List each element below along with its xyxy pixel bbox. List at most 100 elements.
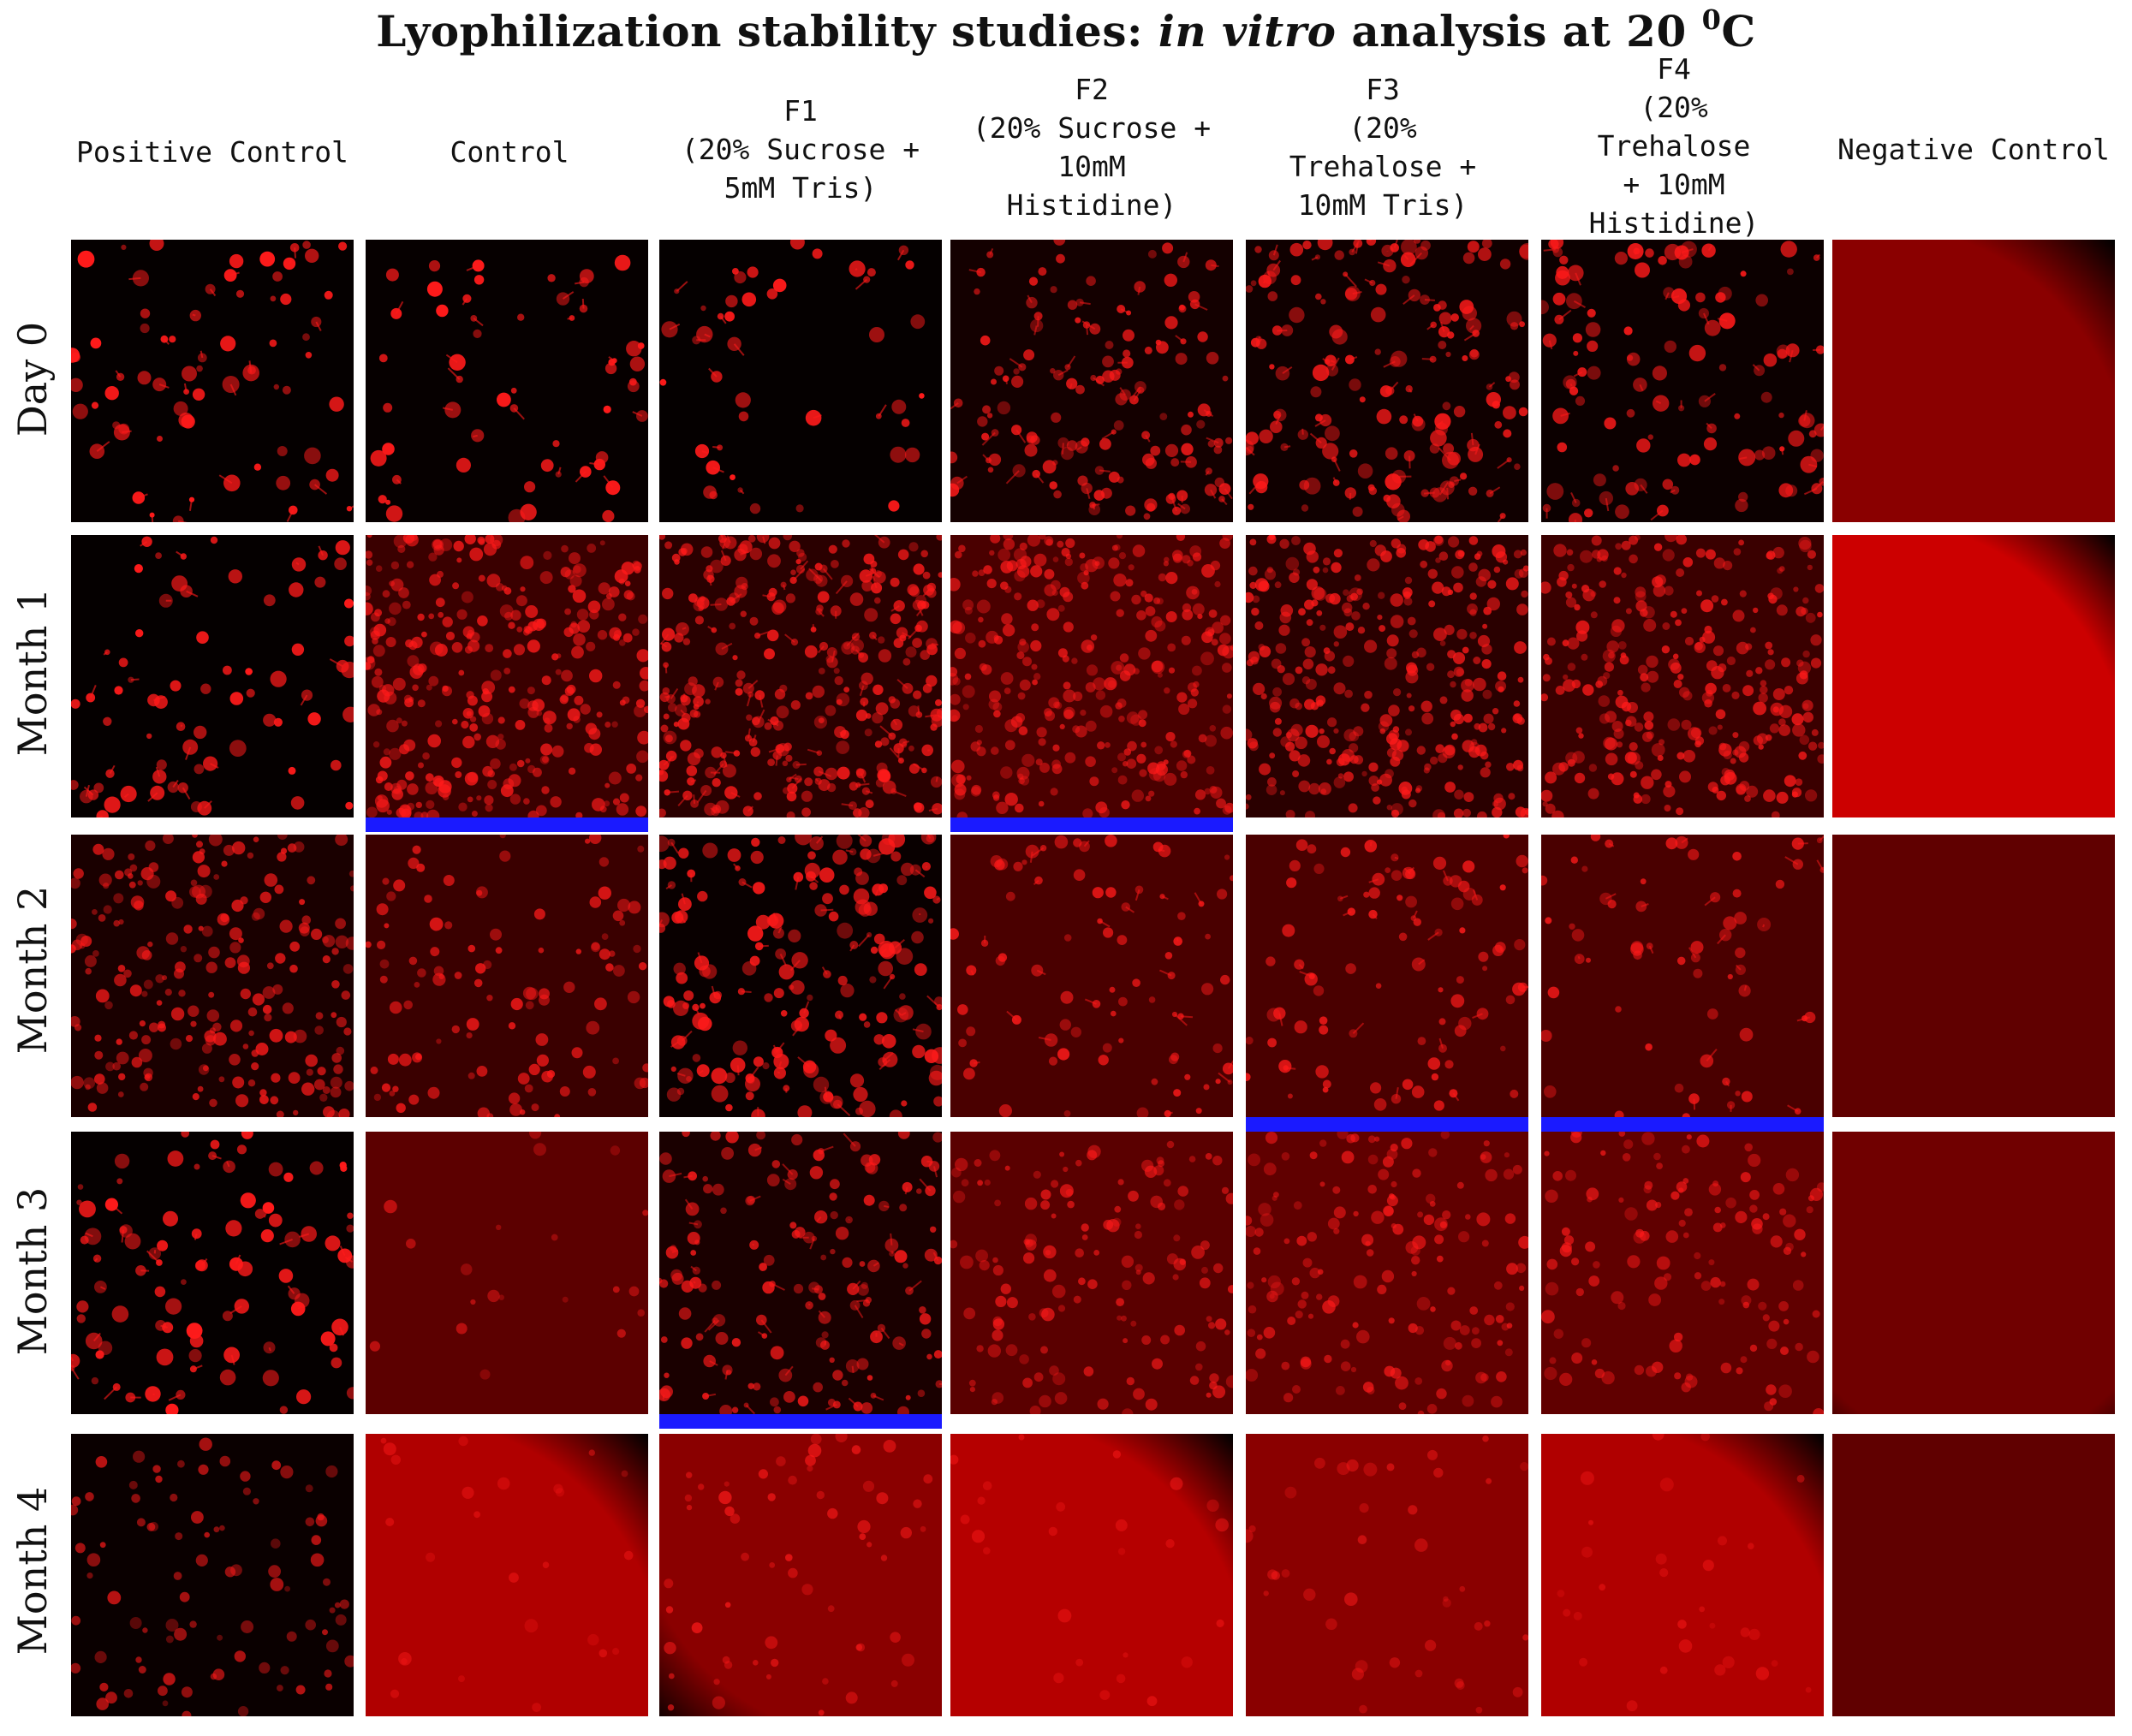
cell [1503, 559, 1509, 565]
cell [1333, 641, 1339, 647]
cell [1636, 438, 1651, 453]
cell [859, 569, 872, 583]
cell [1673, 1332, 1683, 1342]
cell [1138, 647, 1151, 660]
cell [1634, 1364, 1645, 1376]
cell [1575, 620, 1590, 634]
cell [1121, 1315, 1127, 1322]
cell [664, 1642, 676, 1655]
cell [1111, 661, 1125, 675]
cell [978, 569, 986, 576]
cell [762, 1062, 770, 1070]
cell [1762, 1314, 1770, 1322]
cell [659, 1277, 663, 1284]
cell [333, 1064, 343, 1074]
cell [950, 693, 961, 705]
cell [1319, 1181, 1325, 1187]
cell [987, 1344, 1001, 1358]
cell [232, 841, 246, 855]
cell [371, 675, 384, 688]
cell [1000, 561, 1014, 574]
cell [1599, 1584, 1606, 1591]
cell [1476, 1008, 1489, 1020]
cell [1555, 686, 1565, 695]
cell [1595, 681, 1604, 688]
cell [1033, 1372, 1044, 1382]
cell [688, 593, 698, 603]
cell [291, 643, 305, 656]
cell [1036, 599, 1045, 609]
cell [922, 571, 931, 580]
cell [389, 747, 402, 760]
cell [1269, 752, 1276, 759]
cell [637, 1309, 645, 1317]
cell [1557, 577, 1567, 587]
cell [878, 770, 891, 783]
cell [1601, 555, 1608, 562]
cell [1807, 564, 1813, 571]
cell [165, 1635, 174, 1644]
row-header-month-1: Month 1 [9, 587, 56, 757]
cell [412, 1052, 423, 1063]
cell [1052, 556, 1059, 562]
cell [1795, 1342, 1803, 1352]
cell [289, 243, 300, 253]
cell [277, 852, 287, 862]
cell [1552, 292, 1566, 306]
cell [1104, 677, 1117, 691]
cell [1391, 350, 1408, 367]
cell [829, 1192, 837, 1201]
cell [195, 1259, 208, 1272]
cell [1733, 548, 1742, 556]
cell [1134, 281, 1146, 293]
cell [453, 540, 464, 552]
cell [1251, 607, 1260, 616]
cell [1343, 728, 1356, 742]
cell [773, 988, 784, 999]
cell [1019, 679, 1031, 691]
cell [345, 936, 354, 950]
cell [1695, 548, 1706, 558]
cell [695, 1333, 704, 1341]
cell [242, 364, 259, 382]
cell [1323, 647, 1331, 654]
cell [1188, 699, 1198, 709]
cell [1473, 677, 1486, 692]
cell [1682, 1113, 1690, 1117]
cell [1763, 789, 1776, 802]
cell [277, 1685, 283, 1691]
highlight-bar-month-3-f1 [659, 1414, 942, 1429]
cell [1086, 276, 1096, 286]
cell [1115, 393, 1128, 406]
cell [1224, 1329, 1230, 1335]
cell [667, 1704, 675, 1711]
cell [1286, 728, 1300, 742]
cell [417, 613, 425, 621]
cell [747, 1382, 754, 1389]
cell [213, 1031, 227, 1046]
cell [780, 581, 787, 588]
cell [1188, 411, 1194, 418]
cell [1772, 1183, 1785, 1195]
cell [660, 1385, 673, 1399]
cell [225, 1220, 242, 1237]
cell [1432, 856, 1447, 870]
cell [626, 764, 637, 774]
cell [1128, 1190, 1139, 1202]
cell [1438, 987, 1444, 993]
cell [1464, 679, 1473, 687]
cell [1802, 703, 1809, 710]
cell [970, 786, 981, 797]
cell [1061, 548, 1070, 557]
cell [1792, 723, 1806, 737]
cell [155, 552, 162, 559]
cell [1624, 1207, 1638, 1221]
cell [1785, 343, 1800, 358]
cell [954, 788, 966, 800]
cell [309, 1161, 324, 1175]
column-header-control: Control [450, 135, 569, 169]
cell [1435, 744, 1444, 753]
cell [1351, 611, 1361, 621]
cell [1718, 1536, 1727, 1546]
cell [259, 1662, 271, 1674]
